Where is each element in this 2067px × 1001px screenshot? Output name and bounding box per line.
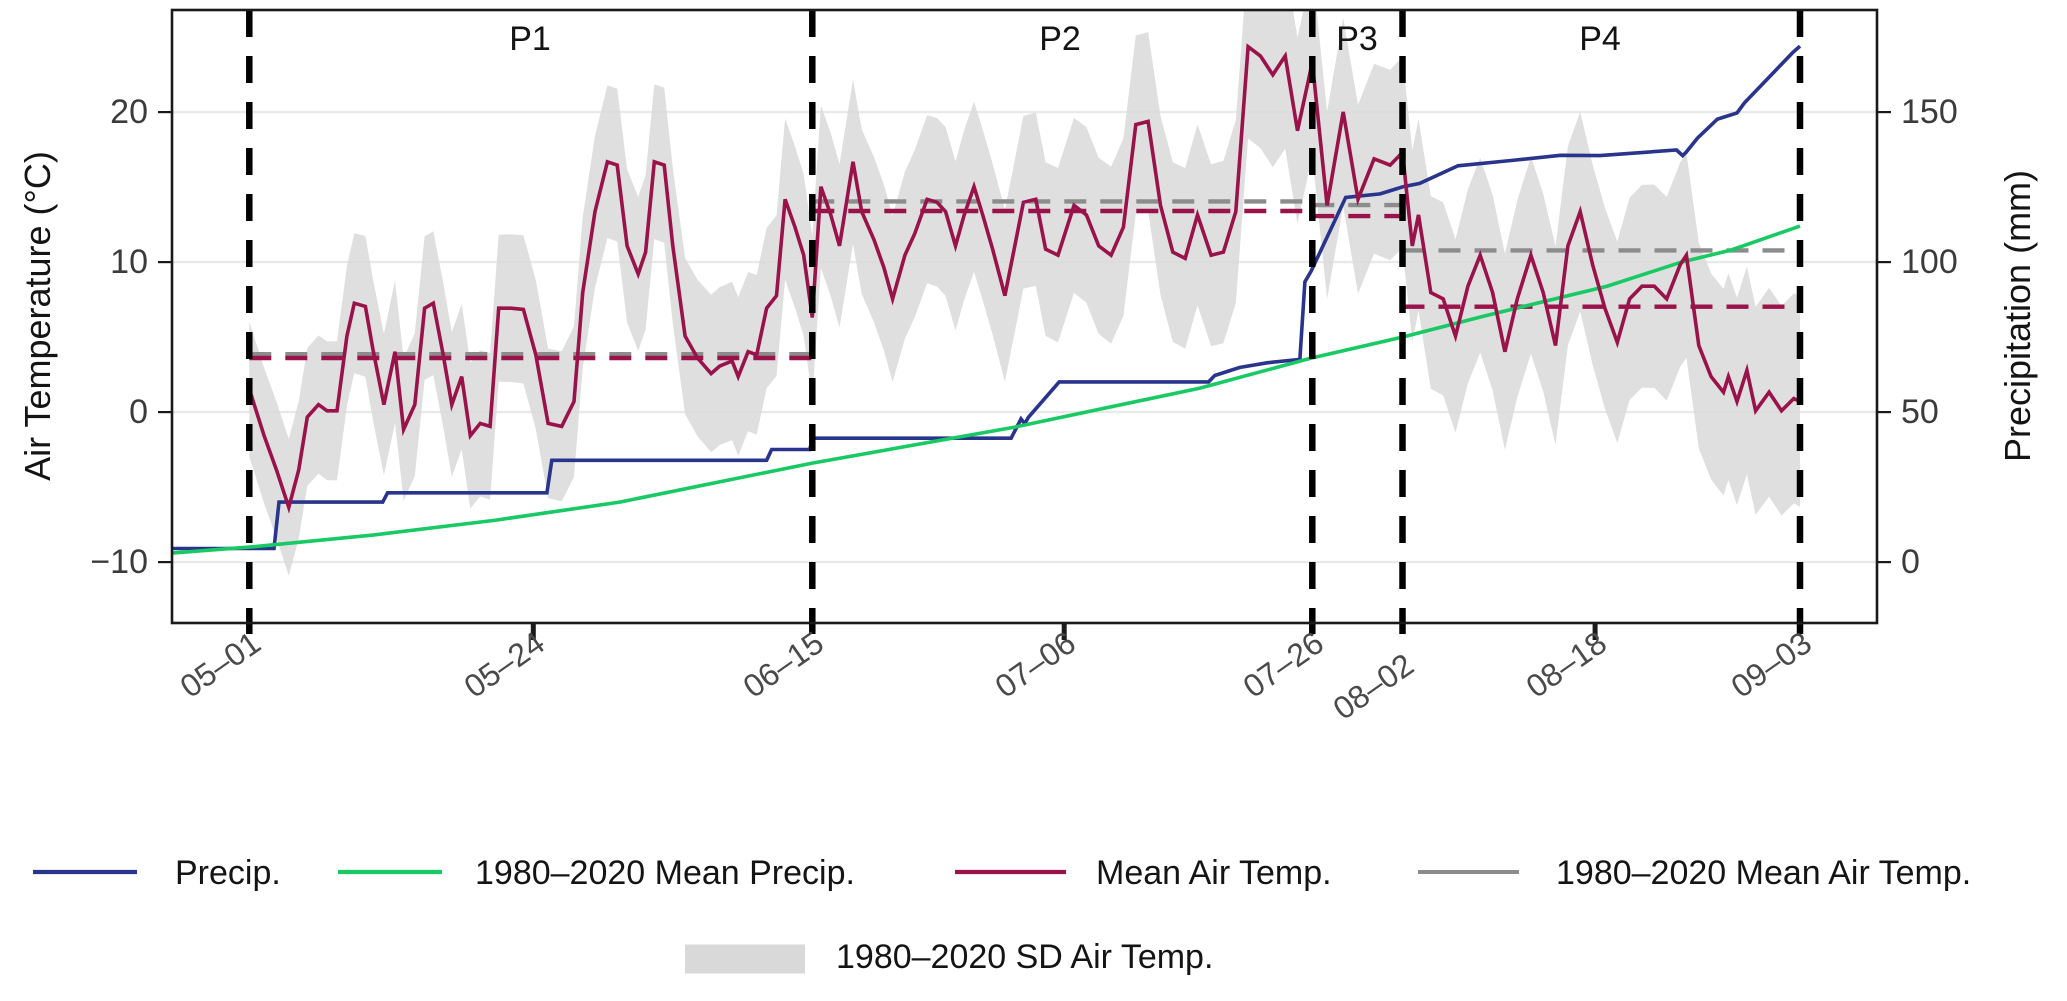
svg-text:20: 20: [110, 93, 148, 131]
svg-text:1980–2020 Mean Precip.: 1980–2020 Mean Precip.: [475, 854, 855, 892]
svg-text:150: 150: [1901, 93, 1958, 131]
svg-text:P4: P4: [1579, 20, 1621, 58]
svg-text:1980–2020 Mean Air Temp.: 1980–2020 Mean Air Temp.: [1556, 854, 1971, 892]
svg-text:−10: −10: [90, 543, 148, 581]
svg-text:0: 0: [1901, 543, 1920, 581]
svg-text:Precipitation (mm): Precipitation (mm): [1997, 170, 2038, 462]
svg-text:1980–2020 SD Air Temp.: 1980–2020 SD Air Temp.: [836, 938, 1213, 976]
svg-text:Precip.: Precip.: [175, 854, 281, 892]
svg-text:Mean Air Temp.: Mean Air Temp.: [1096, 854, 1332, 892]
svg-text:50: 50: [1901, 393, 1939, 431]
svg-text:P1: P1: [509, 20, 551, 58]
svg-text:100: 100: [1901, 243, 1958, 281]
svg-text:P3: P3: [1336, 20, 1378, 58]
svg-text:0: 0: [129, 393, 148, 431]
svg-text:Air Temperature (°C): Air Temperature (°C): [17, 151, 58, 481]
svg-text:P2: P2: [1039, 20, 1081, 58]
svg-text:10: 10: [110, 243, 148, 281]
